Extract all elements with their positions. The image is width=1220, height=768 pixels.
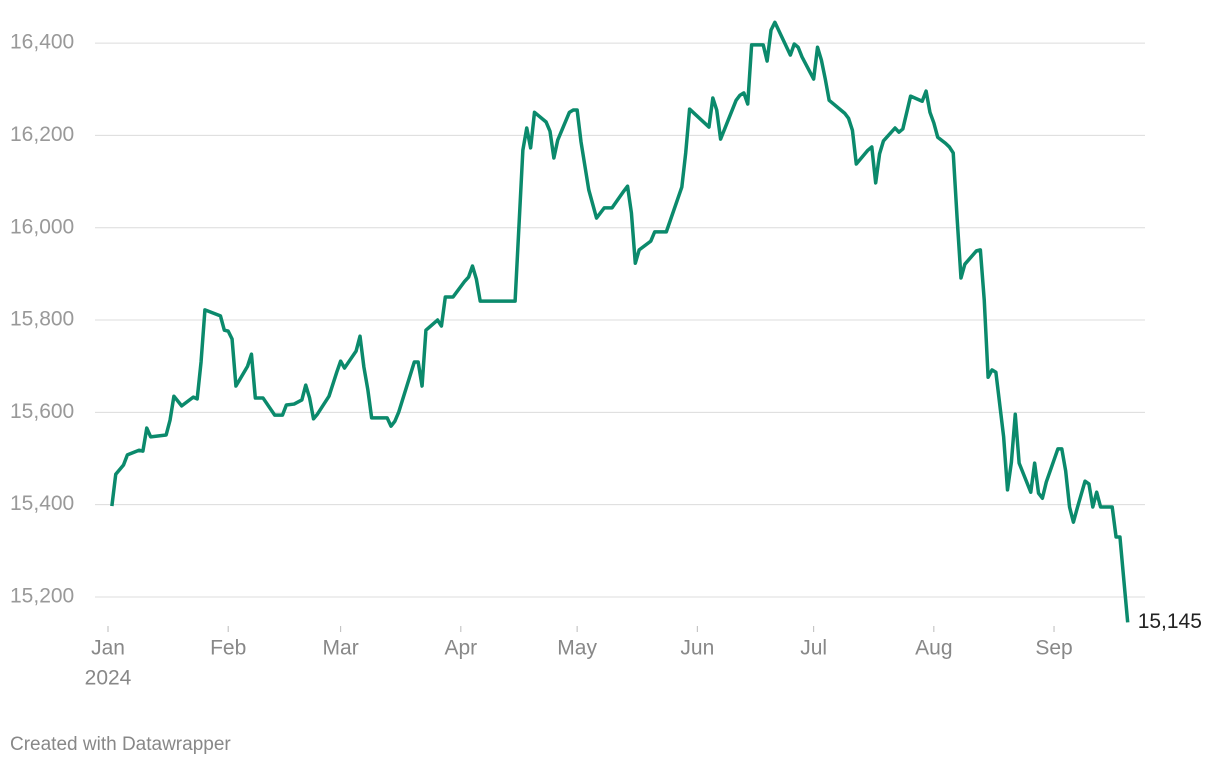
credit: Created with Datawrapper [10,734,231,755]
y-tick-label: 15,800 [10,308,74,331]
x-tick-label: Aug [915,637,952,660]
y-tick-label: 16,000 [10,215,74,238]
y-tick-label: 15,200 [10,585,74,608]
x-year-label: 2024 [85,667,132,690]
y-tick-label: 16,200 [10,123,74,146]
x-tick-label: Apr [444,637,477,660]
x-tick-label: Mar [323,637,359,660]
end-label: 15,145 [1138,610,1202,633]
x-tick-label: Jul [800,637,827,660]
x-tick-label: Jan [91,637,125,660]
x-tick-label: Jun [680,637,714,660]
y-tick-label: 15,600 [10,400,74,423]
x-tick-label: Sep [1035,637,1072,660]
y-tick-label: 15,400 [10,492,74,515]
x-tick-label: May [557,637,597,660]
line [110,20,1130,623]
x-tick-label: Feb [210,637,246,660]
y-tick-label: 16,400 [10,31,74,54]
